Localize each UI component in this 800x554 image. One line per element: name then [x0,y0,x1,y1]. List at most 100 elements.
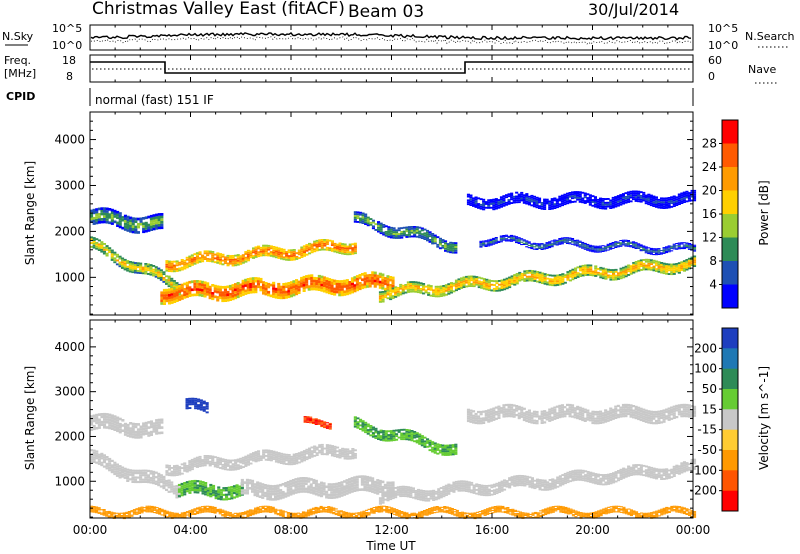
echo-cell-1-4 [373,480,377,484]
echo-cell-0-7 [652,251,656,253]
echo-cell-0-0 [149,217,153,221]
echo-cell-1-5 [400,428,404,431]
echo-cell-0-5 [642,264,646,267]
echo-cell-1-6 [510,483,514,486]
echo-cell-0-7 [530,244,534,246]
echo-cell-0-5 [591,272,595,275]
echo-cell-0-2 [333,246,337,249]
echo-cell-0-7 [632,243,636,245]
echo-cell-1-2 [254,454,258,457]
echo-cell-0-1 [167,279,171,282]
echo-cell-0-5 [639,261,643,264]
echo-cell-0-5 [530,275,534,278]
echo-cell-1-2 [175,466,179,469]
echo-cell-1-2 [285,457,289,460]
echo-cell-1-4 [245,484,249,487]
echo-cell-0-0 [129,224,133,228]
echo-cell-0-6 [685,194,689,197]
echo-cell-1-4 [317,493,321,497]
echo-cell-0-5 [460,277,464,280]
echo-cell-1-5 [407,435,411,437]
noise-trace [90,31,692,45]
echo-cell-1-2 [328,452,332,454]
echo-cell-1-2 [218,467,222,469]
echo-cell-1-6 [530,482,534,485]
echo-cell-1-1 [141,469,145,472]
echo-cell-1-0 [110,417,114,420]
echo-cell-0-2 [287,257,291,259]
echo-cell-0-1 [131,267,135,270]
echo-cell-0-2 [341,243,345,245]
echo-cell-0-7 [581,247,585,249]
echo-cell-0-7 [626,245,630,247]
echo-cell-0-5 [571,272,575,275]
echo-cell-0-5 [649,268,653,271]
echo-cell-0-2 [323,240,327,243]
echo-cell-1-2 [206,456,210,459]
echo-cell-0-7 [586,246,590,248]
echo-cell-0-1 [144,265,148,267]
echo-cell-1-4 [335,482,339,486]
echo-cell-0-5 [536,271,540,273]
echo-cell-1-2 [193,465,197,468]
echo-cell-1-2 [295,456,299,459]
echo-cell-0-4 [449,245,453,248]
echo-cell-0-2 [315,245,319,248]
echo-cell-0-1 [115,259,119,262]
echo-cell-1-4 [332,496,336,499]
echo-cell-1-2 [348,452,352,454]
echo-cell-1-0 [108,424,112,427]
echo-cell-0-3 [251,290,255,294]
echo-cell-0-6 [660,199,664,202]
echo-cell-1-4 [258,490,262,493]
echo-cell-0-3 [325,285,329,288]
echo-cell-0-5 [454,279,458,282]
echo-cell-0-2 [290,255,294,257]
echo-cell-1-3 [235,486,239,489]
echo-cell-1-1 [141,480,145,483]
echo-cell-0-3 [246,278,250,281]
echo-cell-0-2 [267,248,271,251]
echo-cell-0-2 [165,265,169,268]
echo-cell-0-3 [178,298,182,301]
echo-cell-0-6 [591,204,595,207]
echo-cell-0-5 [406,281,410,284]
echo-cell-0-2 [244,260,248,263]
echo-cell-1-6 [589,473,593,476]
echo-cell-0-6 [492,208,496,211]
echo-cell-1-6 [528,483,532,486]
echo-cell-1-2 [241,458,245,461]
echo-cell-0-5 [515,276,519,279]
echo-cell-1-3 [217,497,221,500]
echo-cell-0-6 [596,206,600,209]
echo-cell-0-6 [555,206,559,209]
echo-cell-1-6 [449,490,453,492]
echo-cell-1-5 [384,435,388,438]
echo-cell-1-5 [369,426,373,429]
echo-cell-1-4 [286,494,290,497]
echo-cell-0-6 [520,191,524,194]
echo-cell-1-5 [418,442,422,445]
echo-cell-0-5 [414,283,418,286]
echo-cell-0-5 [378,300,382,303]
echo-cell-0-7 [517,241,521,243]
echo-cell-1-0 [103,423,107,426]
echo-cell-0-6 [477,197,481,200]
echo-cell-0-7 [685,242,689,244]
echo-cell-0-5 [541,276,545,279]
echo-cell-0-7 [672,247,676,249]
echo-cell-0-3 [284,293,288,296]
echo-cell-1-6 [558,475,562,478]
echo-cell-0-1 [123,260,127,263]
echo-cell-0-4 [438,241,442,244]
echo-cell-1-2 [178,467,182,470]
echo-cell-0-1 [108,249,112,252]
echo-cell-0-5 [652,261,656,264]
echo-cell-0-7 [601,250,605,252]
echo-cell-1-6 [416,494,420,497]
echo-cell-0-2 [170,260,174,263]
echo-cell-0-2 [221,263,225,266]
echo-cell-0-2 [193,253,197,256]
echo-cell-0-0 [123,220,127,223]
echo-cell-1-4 [371,487,375,491]
